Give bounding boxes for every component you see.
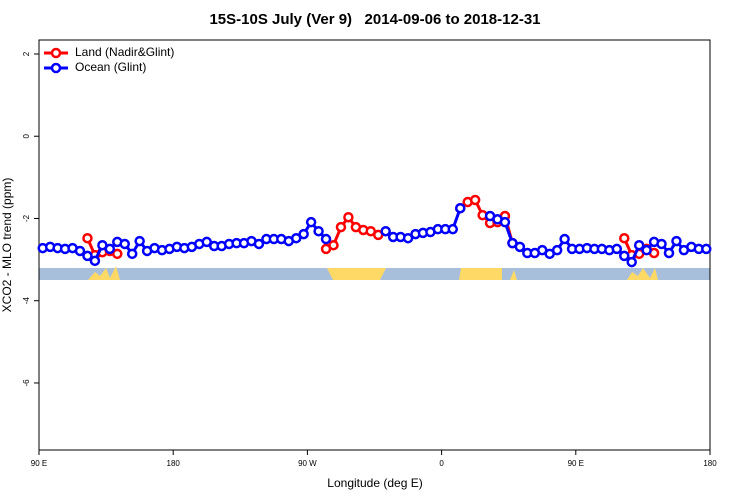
data-point	[626, 256, 637, 268]
land-shape	[459, 268, 502, 280]
data-point	[82, 250, 93, 262]
x-axis-label: Longitude (deg E)	[327, 476, 422, 490]
legend-label: Land (Nadir&Glint)	[75, 45, 174, 59]
x-tick-label: 180	[703, 459, 717, 468]
data-point	[112, 248, 123, 260]
data-point	[514, 241, 526, 253]
y-tick-label: 2	[22, 51, 31, 56]
data-point	[335, 221, 347, 233]
data-point	[611, 243, 623, 255]
x-tick-label: 0	[439, 459, 444, 468]
y-tick-label: 0	[22, 133, 31, 138]
y-tick-label: -2	[22, 214, 31, 222]
y-axis-label: XCO2 - MLO trend (ppm)	[0, 178, 14, 313]
legend-marker	[50, 47, 62, 59]
legend-marker	[50, 62, 62, 74]
x-tick-label: 90 E	[568, 459, 584, 468]
data-point	[671, 235, 682, 247]
data-point	[656, 238, 667, 250]
data-point	[253, 238, 265, 250]
land-shape	[88, 266, 120, 280]
x-tick-label: 180	[167, 459, 181, 468]
data-point	[663, 247, 675, 259]
data-point	[343, 211, 354, 223]
land-shape	[327, 268, 386, 280]
data-point	[82, 232, 93, 244]
land-mask	[39, 266, 710, 280]
chart-title: 15S-10S July (Ver 9) 2014-09-06 to 2018-…	[209, 11, 540, 28]
data-point	[104, 243, 116, 255]
y-tick-label: -4	[22, 297, 31, 305]
x-tick-label: 90 E	[31, 459, 47, 468]
data-point	[313, 225, 324, 237]
data-point	[380, 225, 391, 237]
data-point	[126, 248, 138, 260]
data-point	[320, 233, 332, 245]
data-point	[447, 223, 459, 235]
data-point	[89, 255, 101, 267]
data-point	[74, 245, 86, 257]
land-shape	[627, 268, 658, 280]
data-point	[402, 232, 414, 244]
data-point	[328, 239, 339, 251]
data-point	[201, 236, 212, 248]
data-point	[633, 239, 645, 251]
x-tick-label: 90 W	[298, 459, 317, 468]
y-tick-label: -6	[22, 379, 31, 387]
data-point	[290, 232, 302, 244]
data-point	[305, 216, 317, 228]
data-point	[469, 194, 481, 206]
land-shape	[510, 270, 517, 280]
data-point	[641, 244, 652, 256]
data-point	[134, 235, 145, 247]
data-point	[559, 233, 570, 245]
data-point	[701, 243, 712, 255]
data-point	[619, 250, 630, 262]
data-point	[454, 202, 466, 214]
data-point	[551, 244, 563, 256]
data-point	[298, 228, 309, 240]
data-point	[119, 238, 130, 250]
legend-label: Ocean (Glint)	[75, 60, 146, 74]
data-point	[619, 232, 630, 244]
data-point	[499, 216, 511, 228]
